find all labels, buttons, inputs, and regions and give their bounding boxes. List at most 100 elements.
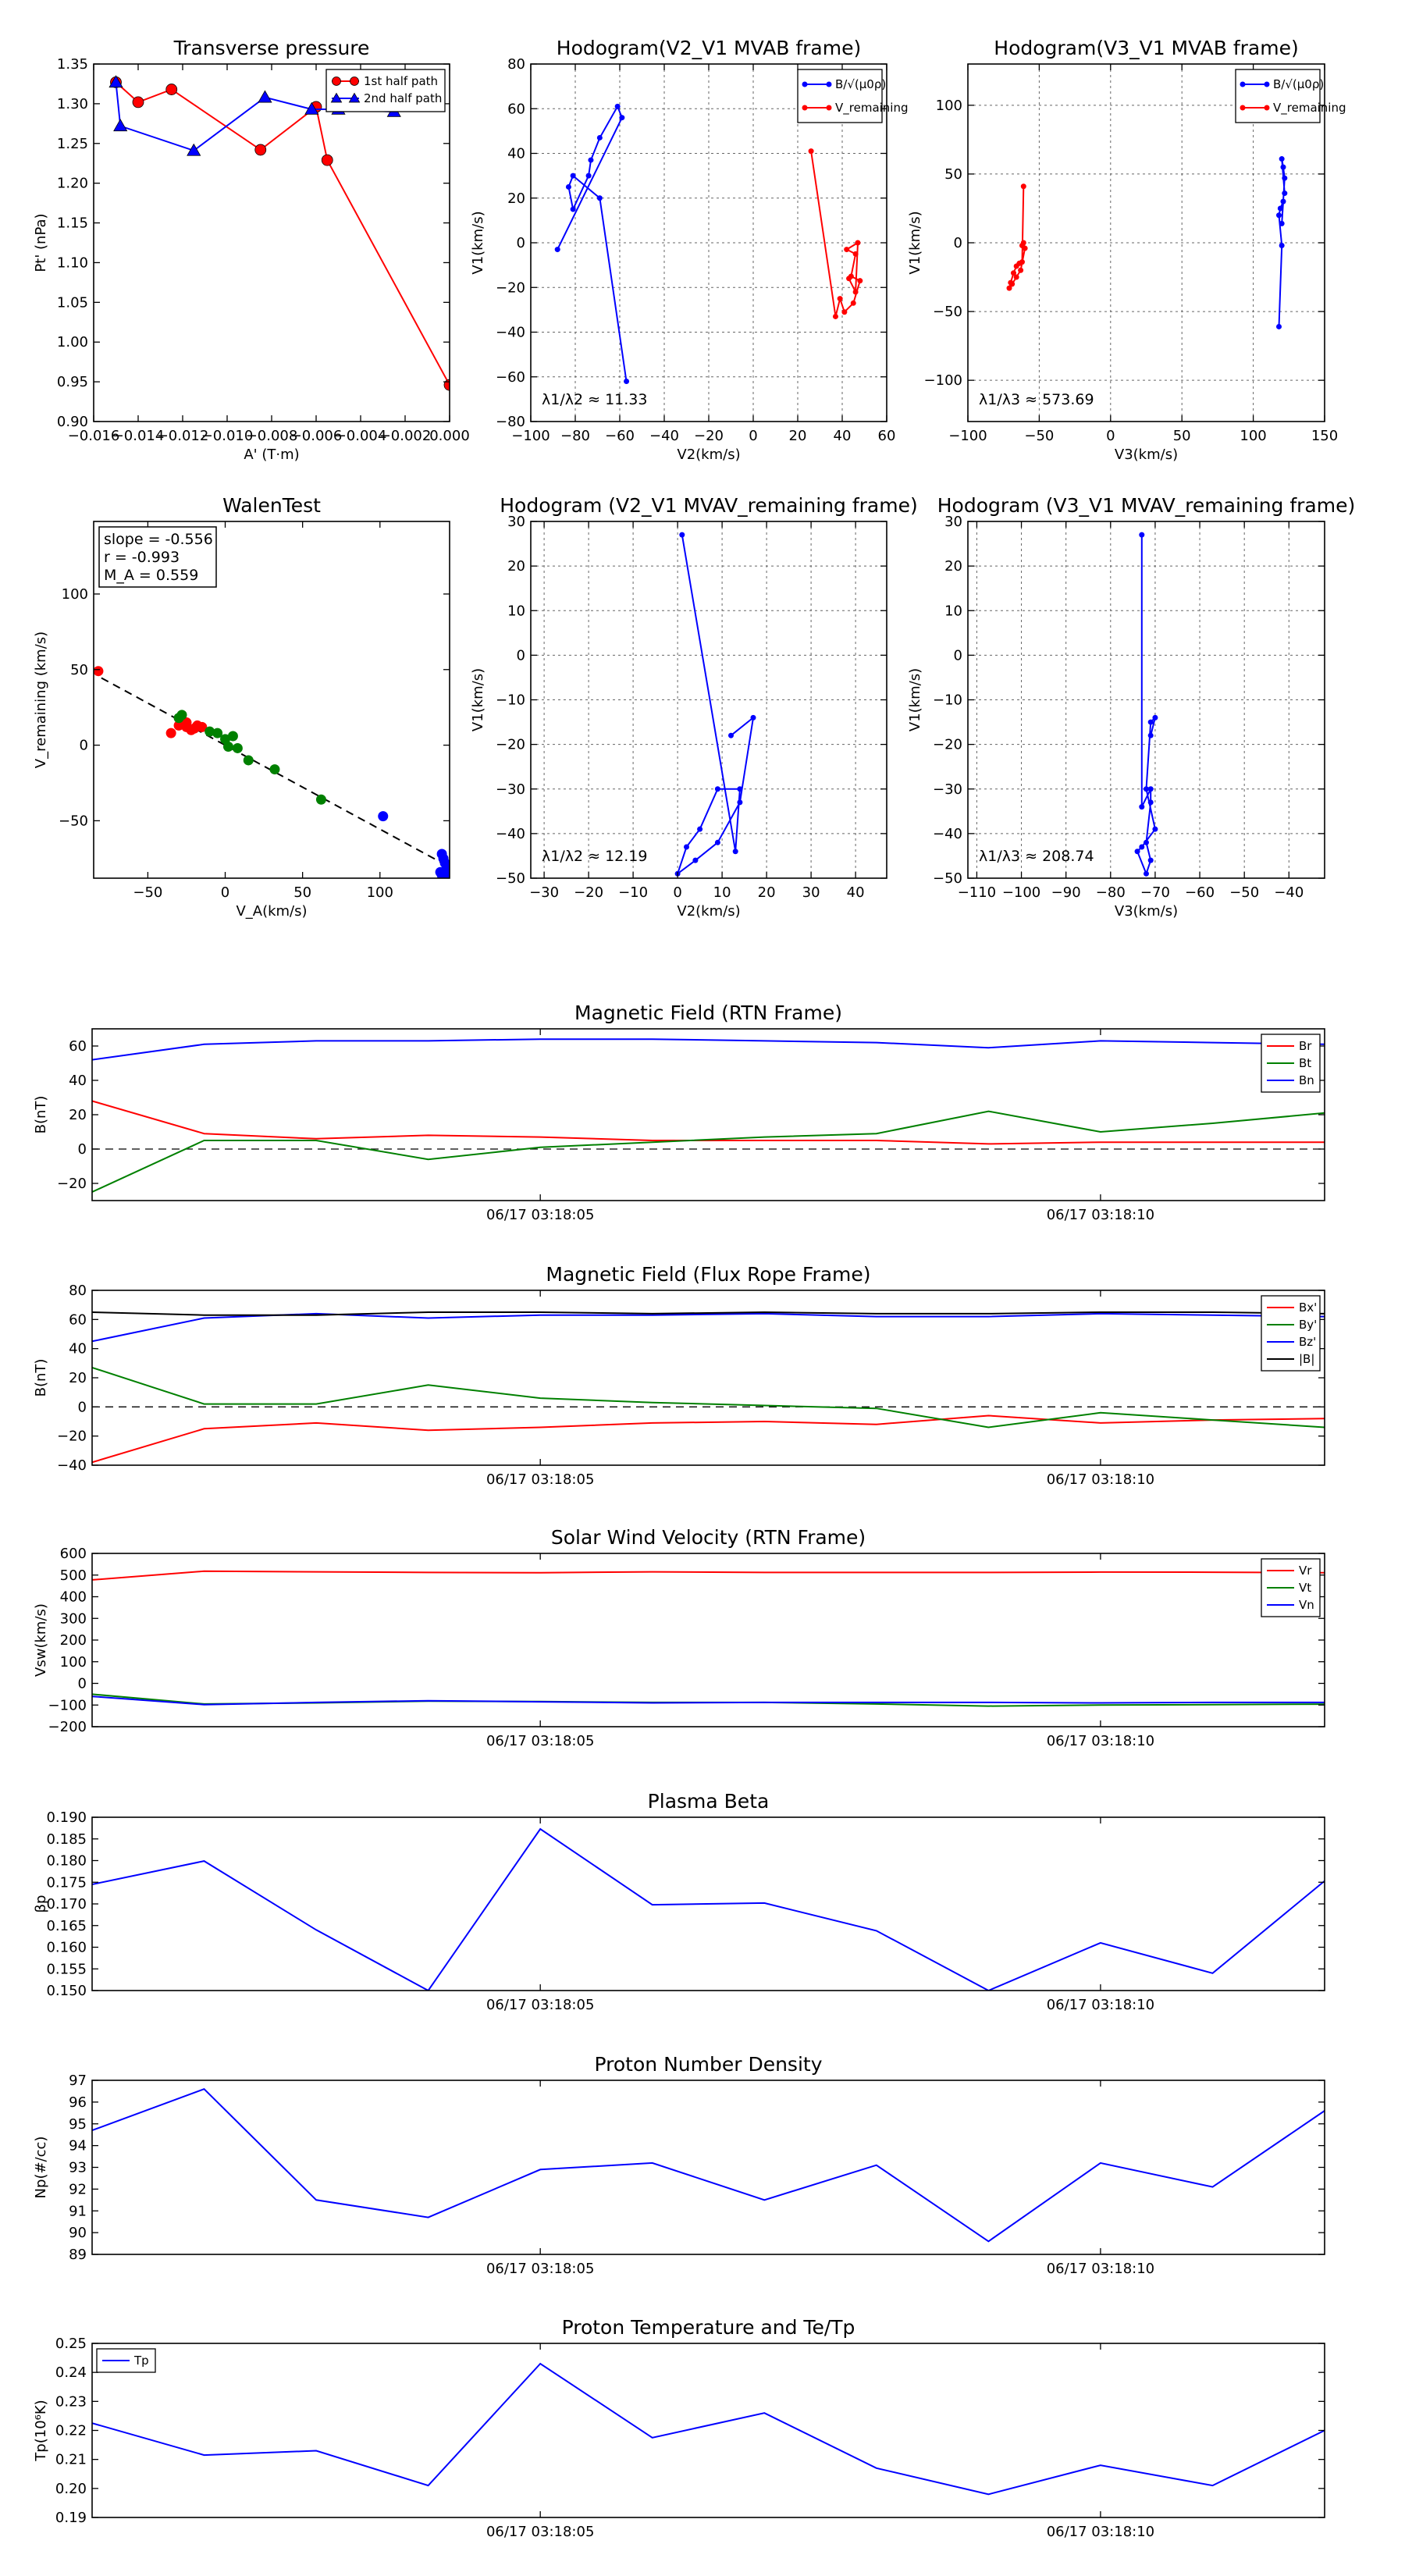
y-tick-label: 0.165 <box>46 1918 87 1934</box>
data-point <box>1134 849 1140 855</box>
x-tick-label: −40 <box>1274 884 1304 901</box>
x-tick-label: 40 <box>847 884 865 901</box>
y-tick-label: 50 <box>70 662 88 678</box>
eigen-ratio-annotation: λ1/λ3 ≈ 208.74 <box>979 848 1094 865</box>
data-point <box>841 309 848 315</box>
chart-h1: −100 −80 −60 −40 −20 0 20 40 60−80−60−40−2002040… <box>470 37 909 463</box>
data-point <box>243 755 254 766</box>
chart-title: Hodogram (V3_V1 MVAV_remaining frame) <box>937 494 1356 517</box>
series-line <box>676 534 755 877</box>
series-line <box>92 1110 1325 1193</box>
plot-frame <box>93 521 450 879</box>
legend-box <box>1235 69 1321 123</box>
x-tick-label: 0 <box>1106 428 1115 444</box>
y-tick-label: 0.190 <box>46 1809 87 1826</box>
data-point <box>808 148 814 155</box>
data-point <box>1006 285 1012 291</box>
x-tick-label: −10 <box>618 884 648 901</box>
x-axis-label: V2(km/s) <box>677 903 740 920</box>
data-point <box>227 731 238 742</box>
y-axis-label: Np(#/cc) <box>33 2137 49 2199</box>
eigen-ratio-annotation: λ1/λ2 ≈ 11.33 <box>542 391 647 408</box>
y-tick-label: 80 <box>69 1283 87 1299</box>
x-tick-label: 06/17 03:18:05 <box>486 1997 594 2013</box>
legend-marker <box>826 81 832 87</box>
y-tick-label: −20 <box>57 1176 87 1192</box>
y-tick-label: 96 <box>69 2094 87 2111</box>
chart-walen: −50 0 50 100 −50 0 50 100 WalenTest V_A(km/s) V_re… <box>33 494 450 920</box>
data-point <box>132 96 144 109</box>
plot-area <box>92 1038 1325 1193</box>
y-tick-label: −200 <box>48 1719 87 1735</box>
data-point <box>832 313 838 319</box>
plot-area <box>674 532 756 877</box>
y-tick-label: 89 <box>69 2247 87 2263</box>
series-Vt <box>92 1693 1325 1707</box>
y-tick-label: −40 <box>933 826 962 842</box>
series-green <box>173 710 326 805</box>
y-tick-label: 0 <box>78 1676 87 1692</box>
data-point <box>1019 243 1025 249</box>
x-tick-label: −20 <box>694 428 724 444</box>
y-tick-label: 0 <box>954 235 962 251</box>
x-axis-label: V3(km/s) <box>1115 903 1178 920</box>
y-tick-label: 0.95 <box>57 374 88 390</box>
data-point <box>624 378 630 384</box>
legend-label: By' <box>1299 1318 1317 1332</box>
data-point <box>315 794 326 805</box>
series-line <box>92 1695 1325 1706</box>
y-tick-label: −10 <box>496 692 525 709</box>
chart-np: 06/17 03:18:05 06/17 03:18:10 89 90 91 92 93 94… <box>33 2053 1325 2277</box>
chart-h4: −110 −100 −90 −80 −70 −60 −50 −40−50−40−30−20−1… <box>907 494 1355 920</box>
chart-title: Solar Wind Velocity (RTN Frame) <box>551 1526 866 1549</box>
y-axis-label: V1(km/s) <box>907 211 923 274</box>
y-tick-label: 20 <box>69 1107 87 1123</box>
data-point <box>321 154 333 166</box>
data-point <box>254 144 267 156</box>
data-point <box>187 143 201 156</box>
y-tick-label: 100 <box>62 586 88 603</box>
x-tick-label: 06/17 03:18:05 <box>486 1733 594 1749</box>
x-tick-label: −0.010 <box>201 428 254 444</box>
y-tick-label: 40 <box>69 1073 87 1089</box>
data-point <box>692 857 699 863</box>
data-point <box>714 839 720 845</box>
legend-label: 1st half path <box>364 74 438 88</box>
series-line <box>92 1570 1325 1581</box>
legend-label: Bz' <box>1299 1335 1316 1349</box>
y-tick-label: 95 <box>69 2116 87 2133</box>
legend-marker <box>332 76 341 86</box>
data-point <box>1018 267 1024 273</box>
data-point <box>222 742 233 753</box>
series-line <box>92 1414 1325 1464</box>
x-tick-label: 150 <box>1311 428 1338 444</box>
series-Tp <box>92 2362 1325 2496</box>
y-tick-label: 50 <box>944 166 962 183</box>
data-point <box>1020 183 1026 190</box>
y-tick-label: 200 <box>60 1632 87 1649</box>
y-tick-label: 0.90 <box>57 414 88 430</box>
legend-label: Vr <box>1299 1564 1312 1578</box>
chart-mag_fr: 06/17 03:18:05 06/17 03:18:10 −40 −20 0 20 40 6… <box>33 1263 1325 1488</box>
legend-label: B/√(μ0ρ) <box>1273 77 1324 91</box>
x-tick-label: −100 <box>1002 884 1040 901</box>
y-tick-label: 0.170 <box>46 1896 87 1912</box>
data-point <box>1279 156 1285 162</box>
series-blue <box>378 811 450 878</box>
chart-h3: −30 −20 −10 0 10 20 30 40 −50 −40 −30 −20 −10 0 10 20 30… <box>470 494 918 920</box>
y-tick-label: 400 <box>60 1589 87 1606</box>
x-tick-label: 0.000 <box>429 428 470 444</box>
y-tick-label: −40 <box>496 325 525 341</box>
chart-vsw: 06/17 03:18:05 06/17 03:18:10 −200 −100 0 100… <box>33 1526 1325 1749</box>
series-line <box>92 1693 1325 1707</box>
x-tick-label: 50 <box>293 884 311 901</box>
series-beta <box>92 1827 1325 1991</box>
chart-title: Hodogram(V2_V1 MVAB frame) <box>557 37 861 59</box>
y-tick-label: 1.15 <box>57 215 88 232</box>
y-tick-label: 92 <box>69 2181 87 2197</box>
data-point <box>269 764 280 775</box>
x-tick-label: 06/17 03:18:10 <box>1047 2524 1154 2540</box>
plot-frame <box>91 2343 1325 2518</box>
series-line <box>92 2362 1325 2496</box>
y-tick-label: 300 <box>60 1610 87 1627</box>
